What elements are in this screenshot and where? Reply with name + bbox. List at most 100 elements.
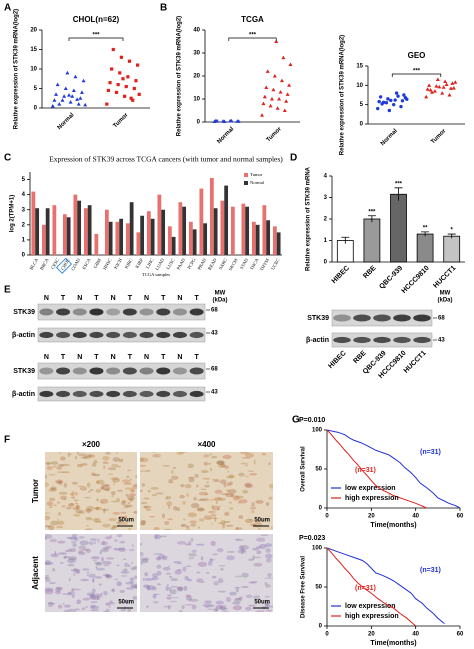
bar (171, 236, 176, 255)
tissue-blob (143, 584, 150, 588)
tissue-blob (69, 502, 75, 507)
tissue-blob (105, 574, 113, 579)
tissue-blob (245, 606, 252, 611)
tissue-blob (95, 565, 98, 569)
tissue-blob (265, 553, 273, 559)
data-point (123, 94, 127, 98)
tissue-blob (152, 453, 162, 458)
tissue-blob (168, 504, 171, 510)
tissue-blob (186, 578, 193, 582)
y-axis-label: Overall Survival (301, 446, 307, 492)
y-tick-label: 1 (324, 238, 328, 244)
tissue-blob (84, 606, 89, 608)
tissue-blob (213, 581, 219, 586)
lane-label: N (177, 295, 182, 302)
tissue-blob (217, 507, 220, 511)
tissue-blob (235, 588, 240, 593)
tissue-blob (220, 606, 226, 611)
tissue-blob (120, 575, 128, 577)
tissue-blob (264, 543, 273, 548)
tissue-blob (100, 541, 109, 546)
tissue-blob (55, 479, 64, 484)
blot-band (172, 390, 187, 398)
tissue-blob (216, 460, 225, 466)
tissue-blob (245, 594, 253, 598)
tissue-blob (86, 482, 91, 488)
tissue-blob (197, 499, 204, 501)
data-point (440, 91, 445, 95)
tissue-blob (47, 489, 58, 492)
tissue-blob (215, 605, 223, 609)
tissue-blob (253, 595, 261, 600)
tissue-blob (258, 543, 267, 550)
lane-label: T (161, 354, 166, 361)
survival-curve (326, 547, 445, 625)
data-point (57, 102, 62, 106)
tissue-blob (127, 502, 131, 504)
tissue-blob (116, 581, 122, 587)
tissue-blob (153, 553, 163, 555)
blot-band (72, 331, 87, 339)
tissue-blob (170, 596, 180, 599)
bar (266, 220, 271, 255)
data-point (114, 90, 119, 94)
x-tick-label: Tumor (112, 112, 130, 130)
tissue-blob (46, 461, 51, 466)
bar (157, 194, 162, 255)
tissue-blob (163, 528, 172, 530)
tissue-blob (143, 497, 150, 500)
tissue-blob (176, 452, 184, 455)
x-tick-label: Tumor (430, 128, 448, 146)
significance-label: * (451, 228, 454, 234)
data-point (76, 102, 81, 106)
tissue-blob (54, 550, 57, 556)
bar (209, 178, 214, 255)
data-point (271, 87, 276, 92)
tissue-blob (100, 556, 105, 562)
tissue-blob (107, 473, 115, 475)
bar (262, 205, 267, 255)
blot-band (156, 367, 171, 375)
bar (83, 208, 88, 255)
tissue-blob (177, 586, 184, 591)
data-point (236, 119, 241, 123)
data-point (119, 55, 123, 59)
data-point (285, 92, 290, 96)
blot-band (56, 331, 71, 339)
blot-membrane (37, 386, 206, 402)
error-bar (447, 233, 456, 239)
tissue-blob (72, 568, 78, 573)
tissue-blob (142, 558, 149, 564)
blot-band (122, 367, 137, 375)
tissue-blob (270, 526, 273, 530)
data-point (65, 70, 70, 75)
data-point (62, 94, 67, 98)
tissue-blob (213, 496, 223, 501)
tissue-blob (62, 593, 70, 595)
tissue-blob (193, 497, 197, 501)
tissue-blob (219, 479, 227, 485)
tissue-blob (176, 562, 183, 565)
tissue-blob (265, 601, 269, 607)
x-tick-label: THYM (259, 258, 270, 272)
error-bar (341, 236, 350, 244)
tissue-blob (226, 597, 232, 603)
tissue-blob (56, 525, 64, 529)
tissue-blob (131, 585, 137, 588)
tissue-blob (102, 574, 112, 577)
tissue-blob (73, 499, 79, 502)
tissue-blob (253, 459, 256, 465)
tissue-blob (123, 482, 133, 485)
x-tick-label: STAD (239, 257, 249, 270)
tissue-blob (146, 605, 149, 608)
tissue-blob (234, 575, 243, 578)
tissue-blob (95, 593, 101, 598)
blot-band (139, 331, 154, 339)
tissue-blob (60, 463, 70, 467)
tissue-blob (140, 501, 148, 505)
tissue-blob (147, 489, 151, 493)
tissue-blob (49, 487, 57, 490)
y-tick-label: 0 (319, 624, 323, 630)
tissue-blob (116, 564, 120, 567)
x-tick-label: UCEC (270, 258, 280, 271)
